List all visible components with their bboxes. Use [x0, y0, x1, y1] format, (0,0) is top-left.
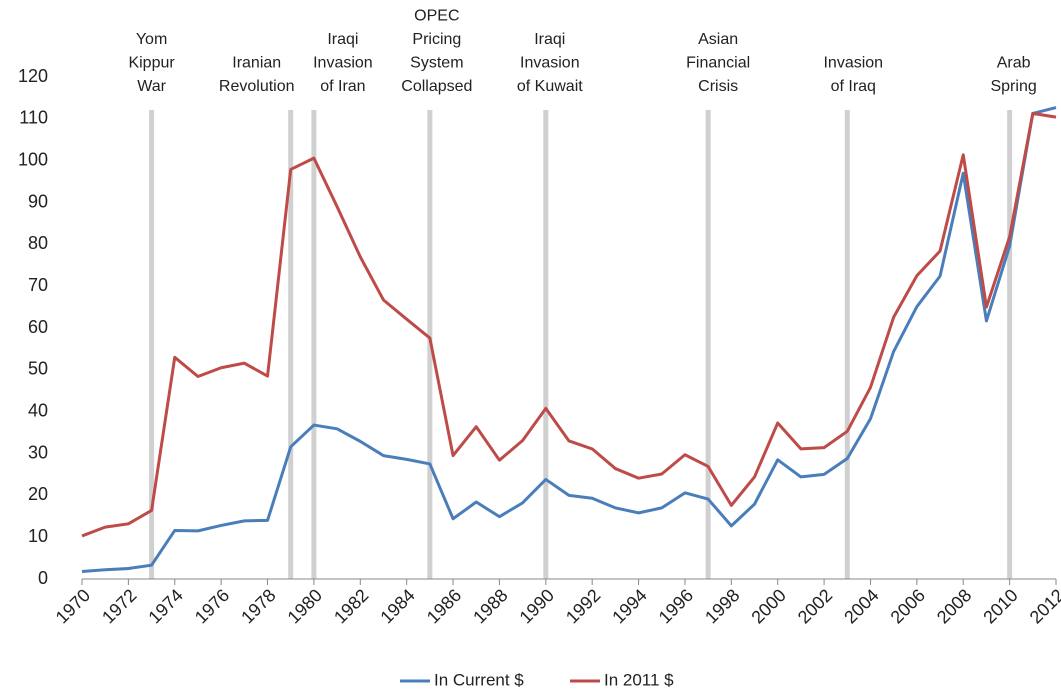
x-tick-label: 1992	[562, 585, 604, 627]
y-tick-label: 90	[28, 191, 48, 211]
event-label: OPEC	[414, 8, 459, 25]
y-tick-label: 120	[18, 66, 48, 86]
y-tick-label: 100	[18, 149, 48, 169]
event-label: Asian	[698, 31, 738, 48]
legend-label: In Current $	[434, 670, 524, 689]
x-tick-label: 1972	[98, 585, 140, 627]
x-tick-label: 1996	[655, 585, 697, 627]
y-tick-label: 60	[28, 317, 48, 337]
y-tick-label: 110	[19, 108, 48, 128]
event-label: Crisis	[698, 78, 738, 95]
x-tick-label: 1980	[284, 585, 326, 627]
event-label: Iraqi	[327, 31, 358, 48]
y-tick-label: 50	[28, 359, 48, 379]
y-tick-label: 40	[28, 400, 48, 420]
event-label: War	[137, 78, 166, 95]
event-label: Iraqi	[534, 31, 565, 48]
event-label: Invasion	[520, 55, 580, 72]
event-label: of Kuwait	[517, 78, 583, 95]
x-tick-label: 2010	[979, 585, 1021, 627]
y-tick-label: 70	[28, 275, 48, 295]
x-tick-label: 2006	[887, 585, 929, 627]
x-tick-label: 1988	[469, 585, 511, 627]
y-tick-label: 10	[28, 526, 48, 546]
event-label: Yom	[136, 31, 167, 48]
event-label: Collapsed	[401, 78, 472, 95]
x-tick-label: 1986	[423, 585, 465, 627]
legend-label: In 2011 $	[604, 670, 674, 689]
event-label: Financial	[686, 55, 750, 72]
x-tick-label: 1984	[376, 585, 418, 627]
event-label: Invasion	[313, 55, 373, 72]
x-tick-label: 2000	[747, 585, 789, 627]
event-label: Pricing	[412, 31, 461, 48]
series-line	[81, 111, 1057, 538]
event-label: Spring	[990, 78, 1036, 95]
event-label: Invasion	[823, 55, 883, 72]
y-tick-label: 80	[28, 233, 48, 253]
x-tick-label: 1974	[144, 585, 186, 627]
y-tick-label: 0	[38, 568, 48, 588]
y-tick-label: 20	[28, 484, 48, 504]
x-tick-label: 1998	[701, 585, 743, 627]
x-tick-label: 2004	[840, 585, 882, 627]
x-tick-label: 2008	[933, 585, 975, 627]
x-tick-label: 2012	[1026, 585, 1061, 627]
x-tick-label: 2002	[794, 585, 836, 627]
x-tick-label: 1994	[608, 585, 650, 627]
series-line	[81, 106, 1057, 573]
x-tick-label: 1976	[191, 585, 233, 627]
event-label: System	[410, 55, 463, 72]
y-tick-label: 30	[28, 442, 48, 462]
event-label: of Iraq	[831, 78, 876, 95]
event-label: of Iran	[320, 78, 365, 95]
x-tick-label: 1990	[516, 585, 558, 627]
event-label: Revolution	[219, 78, 295, 95]
event-label: Arab	[997, 55, 1031, 72]
event-label: Kippur	[128, 55, 175, 72]
event-label: Iranian	[232, 55, 281, 72]
x-tick-label: 1978	[237, 585, 279, 627]
x-tick-label: 1970	[52, 585, 94, 627]
x-tick-label: 1982	[330, 585, 372, 627]
